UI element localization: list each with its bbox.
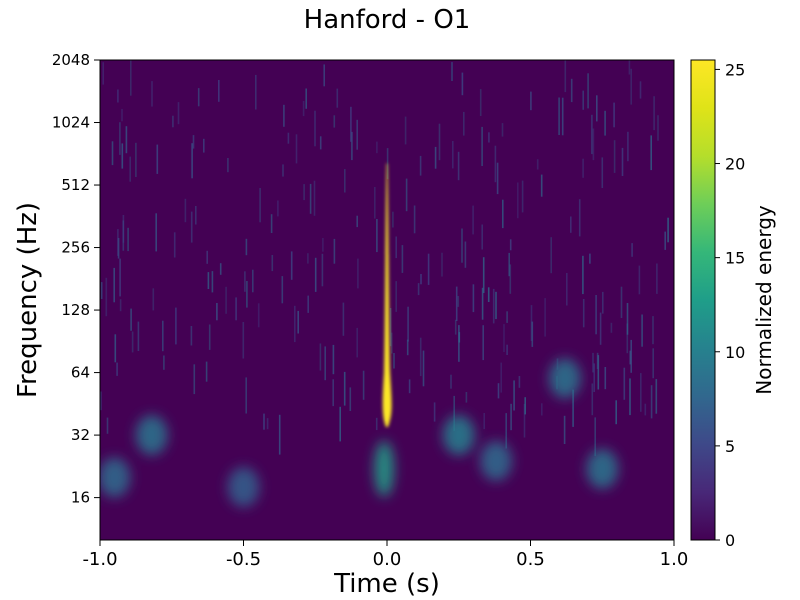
y-tick-label: 512 [61, 176, 90, 194]
energy-blob [135, 415, 168, 456]
x-axis-ticks: -1.0 -0.5 0.0 0.5 1.0 [82, 540, 688, 570]
y-tick-label: 16 [71, 489, 90, 507]
x-tick-label: -0.5 [226, 549, 261, 570]
x-tick-label: -1.0 [82, 549, 117, 570]
y-tick-label: 2048 [52, 51, 90, 69]
y-tick-label: 64 [71, 364, 90, 382]
energy-blob [480, 441, 513, 481]
colorbar-tick-label: 15 [725, 249, 745, 268]
noise-texture [100, 60, 669, 456]
colorbar-label: Normalized energy [752, 205, 776, 395]
colorbar-ticks: 0 5 10 15 20 25 [715, 60, 745, 550]
y-tick-label: 128 [61, 301, 90, 319]
energy-blob [227, 467, 260, 507]
y-tick-label: 256 [61, 239, 90, 257]
energy-blob [442, 415, 475, 456]
colorbar-tick-label: 20 [725, 155, 745, 174]
colorbar [690, 59, 716, 541]
colorbar-tick-label: 25 [725, 60, 745, 79]
x-axis-label: Time (s) [333, 569, 440, 599]
y-axis-ticks: 16 32 64 128 256 512 1024 2048 [52, 51, 100, 507]
energy-blob [374, 440, 395, 497]
energy-blob [548, 358, 581, 399]
chirp-signal [382, 163, 392, 428]
colorbar-tick-label: 0 [725, 531, 735, 550]
colorbar-tick-label: 5 [725, 437, 735, 456]
energy-blob [100, 457, 131, 498]
x-tick-label: 0.5 [516, 549, 545, 570]
colorbar-tick-label: 10 [725, 343, 745, 362]
chart-title: Hanford - O1 [304, 5, 471, 35]
x-tick-label: 0.0 [373, 549, 402, 570]
energy-blobs [100, 358, 619, 507]
chirp-track [382, 163, 392, 428]
y-axis-label: Frequency (Hz) [13, 202, 43, 398]
x-tick-label: 1.0 [660, 549, 689, 570]
plot-area [100, 60, 674, 540]
y-tick-label: 32 [71, 426, 90, 444]
y-tick-label: 1024 [52, 114, 90, 132]
energy-blob [586, 448, 619, 489]
